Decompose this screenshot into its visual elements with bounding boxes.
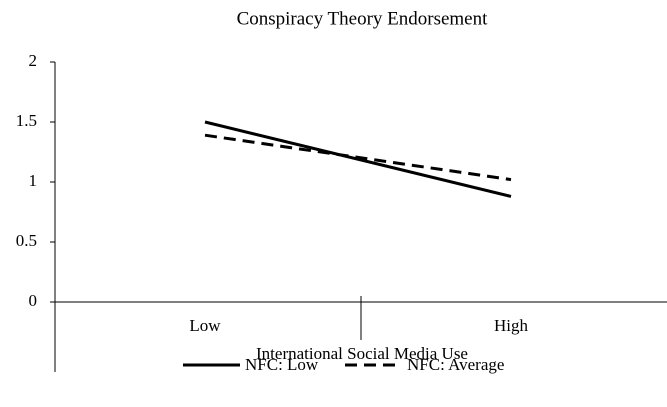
chart-title: Conspiracy Theory Endorsement [237, 8, 489, 29]
y-tick-label: 0 [29, 291, 38, 310]
y-tick-label: 1 [29, 171, 38, 190]
y-tick-label: 2 [29, 51, 38, 70]
x-tick-label: Low [189, 316, 221, 335]
legend-label: NFC: Average [407, 355, 504, 374]
series-line [204, 120, 512, 198]
x-axis-label: International Social Media Use [256, 344, 468, 363]
legend-label: NFC: Low [245, 355, 319, 374]
y-tick-label: 0.5 [16, 231, 37, 250]
x-tick-label: High [494, 316, 529, 335]
series-line [204, 133, 512, 182]
y-tick-label: 1.5 [16, 111, 37, 130]
